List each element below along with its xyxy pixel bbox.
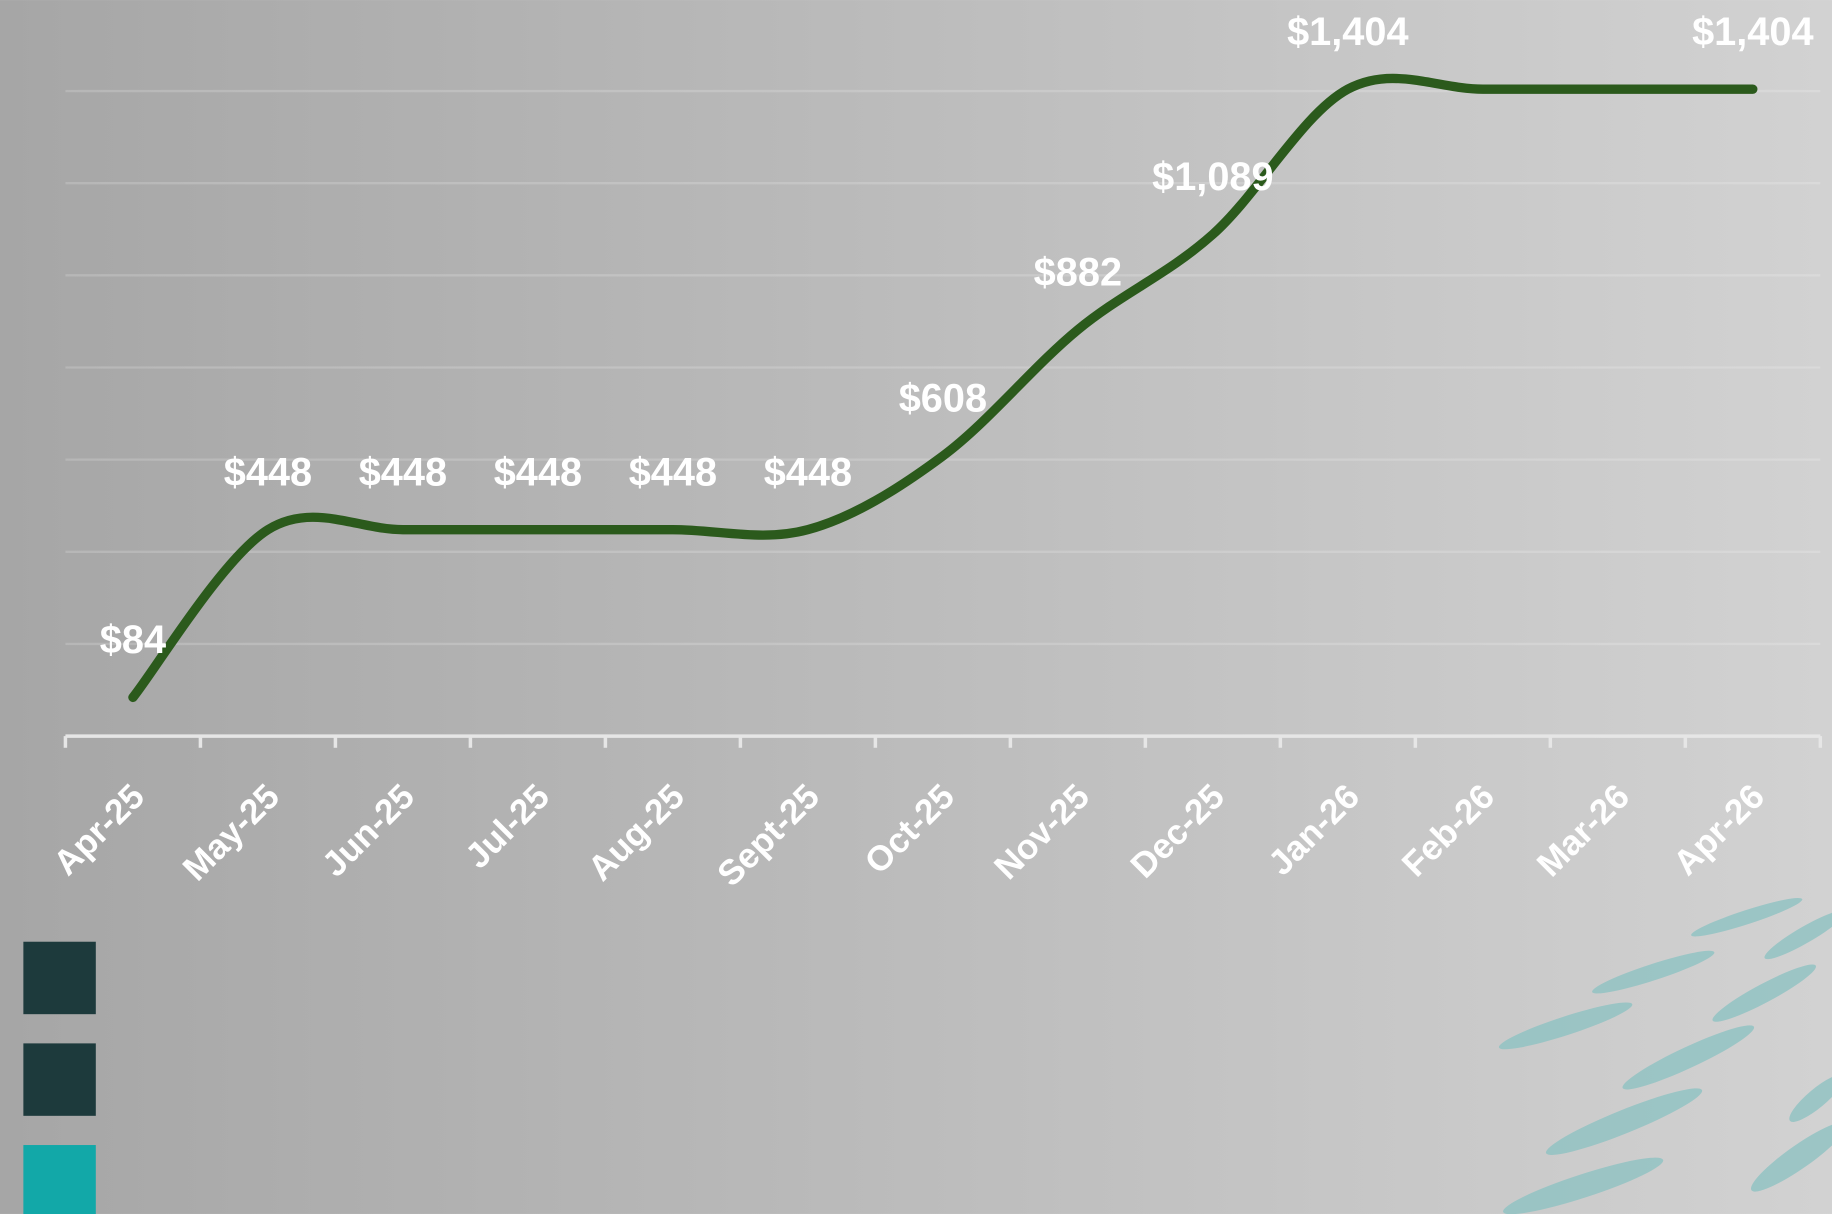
data-label: $1,089	[1152, 155, 1273, 199]
line	[128, 73, 1758, 703]
decoration	[1498, 897, 1832, 1214]
data-label: $1,404	[1287, 10, 1408, 54]
data-label: $1,404	[1692, 10, 1813, 54]
legend-swatch	[23, 1043, 96, 1116]
data-label: $448	[359, 450, 447, 494]
data-label: $84	[100, 618, 166, 662]
data-label: $448	[629, 450, 717, 494]
data-label: $608	[899, 377, 987, 421]
data-label: $448	[494, 450, 582, 494]
legend-swatch	[23, 941, 96, 1015]
data-label: $448	[764, 450, 852, 494]
legend-swatch	[23, 1145, 96, 1214]
data-label: $882	[1034, 250, 1122, 294]
data-label: $448	[224, 450, 312, 494]
